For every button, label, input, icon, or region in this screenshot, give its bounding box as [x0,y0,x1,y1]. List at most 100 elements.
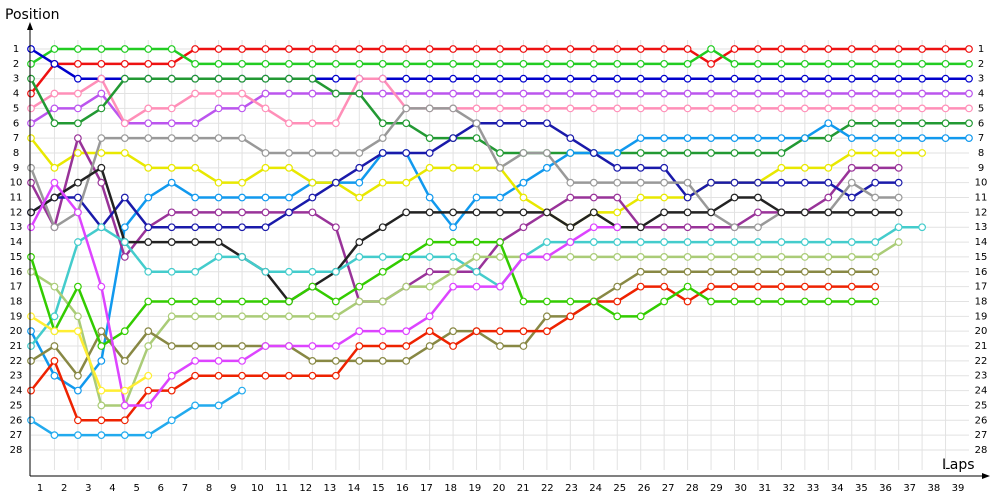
y-tick-label-right: 17 [975,282,988,293]
x-tick-label: 7 [182,483,188,494]
lap-marker [519,327,528,336]
lap-marker [519,59,528,68]
lap-marker [402,208,411,217]
x-tick-label: 10 [251,483,264,494]
lap-marker [378,149,387,157]
lap-marker [191,59,200,68]
lap-marker [308,267,317,276]
y-tick-label: 20 [10,326,23,337]
lap-marker [871,282,880,291]
lap-marker [144,386,153,395]
lap-marker [355,342,364,350]
y-tick-label-right: 14 [975,237,988,248]
lap-marker [167,267,176,276]
lap-marker [613,104,622,113]
lap-marker [144,327,153,336]
lap-marker [636,45,645,53]
lap-marker [472,267,481,276]
x-tick-label: 16 [396,483,409,494]
lap-marker [402,119,411,128]
lap-marker [50,59,59,68]
lap-marker [449,163,458,172]
lap-marker [238,371,246,380]
y-tick-label-right: 9 [978,163,984,174]
lap-marker [144,342,153,350]
lap-marker [144,401,153,410]
lap-marker [50,327,59,336]
y-tick-label-right: 2 [978,59,984,70]
lap-marker [777,297,786,306]
lap-marker [496,45,504,53]
lap-marker [355,356,364,365]
lap-marker [636,312,645,321]
lap-marker [261,89,270,98]
lap-marker [191,223,200,232]
lap-marker [660,178,669,187]
lap-marker [777,178,786,187]
lap-marker [27,253,35,261]
y-tick-label: 15 [10,252,23,263]
lap-marker [941,134,950,143]
series-line [30,389,243,437]
lap-marker [683,89,692,98]
lap-marker [894,119,903,128]
lap-marker [543,74,551,83]
lap-marker [120,401,129,410]
lap-marker [847,193,856,202]
lap-marker [941,104,950,113]
lap-marker [894,59,903,68]
lap-marker [214,238,223,246]
lap-marker [308,149,317,157]
lap-marker [167,74,176,83]
lap-marker [707,297,715,306]
lap-marker [73,416,82,425]
lap-marker [871,104,880,113]
lap-marker [730,45,739,53]
lap-marker [636,253,645,261]
lap-marker [894,208,903,217]
x-tick-label: 17 [420,483,433,494]
lap-marker [191,119,200,128]
x-tick-label: 24 [589,483,602,494]
lap-marker [754,104,762,113]
lap-marker [777,134,786,143]
lap-marker [566,223,575,232]
lap-marker [871,193,880,202]
lap-marker [730,253,739,261]
lap-marker [894,223,903,232]
lap-marker [191,163,200,172]
lap-marker [355,74,364,83]
lap-marker [214,178,223,187]
lap-marker [191,297,200,306]
lap-marker [754,267,762,276]
lap-marker [261,104,270,113]
lap-marker [285,371,293,380]
lap-marker [777,253,786,261]
lap-marker [449,282,458,291]
lap-marker [660,104,669,113]
lap-marker [97,416,106,425]
lap-marker [543,149,551,157]
lap-marker [754,282,762,291]
lap-marker [402,327,411,336]
axes [27,22,990,479]
x-tick-label: 15 [372,483,385,494]
lap-marker [589,253,598,261]
lap-marker [120,45,129,53]
lap-marker [519,74,528,83]
lap-marker [50,223,59,232]
lap-marker [754,178,762,187]
lap-marker [73,371,82,380]
lap-marker [167,312,176,321]
lap-marker [191,401,200,410]
lap-marker [660,223,669,232]
lap-marker [73,193,82,202]
y-tick-label: 19 [10,311,23,322]
lap-marker [167,371,176,380]
lap-marker [238,89,246,98]
lap-marker [636,134,645,143]
lap-marker [800,45,809,53]
lap-marker [449,267,458,276]
lap-marker [144,223,153,232]
lap-marker [425,149,434,157]
